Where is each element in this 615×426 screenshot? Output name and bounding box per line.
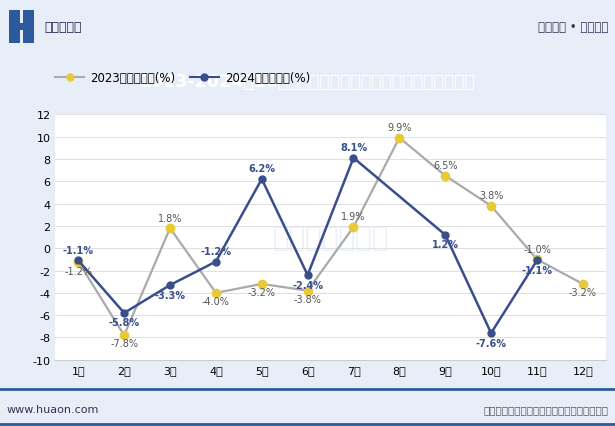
Text: 6.5%: 6.5% (433, 161, 458, 171)
Text: 1.2%: 1.2% (432, 240, 459, 250)
Text: -3.3%: -3.3% (154, 290, 186, 300)
Text: 8.1%: 8.1% (340, 143, 367, 153)
Text: 专业严谨 • 客观科学: 专业严谨 • 客观科学 (539, 21, 609, 34)
Bar (23, 11, 34, 44)
Text: -2.4%: -2.4% (292, 280, 323, 290)
Text: -1.1%: -1.1% (63, 245, 93, 255)
Text: -5.8%: -5.8% (109, 318, 140, 328)
Text: 6.2%: 6.2% (248, 164, 276, 174)
Text: -3.8%: -3.8% (294, 294, 322, 304)
Text: -7.6%: -7.6% (475, 338, 507, 348)
Text: -7.8%: -7.8% (110, 338, 138, 348)
Text: -1.1%: -1.1% (522, 265, 552, 275)
Text: 资料来源：国家统计局，华经产业研究院整理: 资料来源：国家统计局，华经产业研究院整理 (484, 404, 609, 414)
Text: 1.9%: 1.9% (341, 212, 366, 222)
Text: -4.0%: -4.0% (202, 296, 230, 307)
Text: -1.0%: -1.0% (523, 244, 551, 254)
Bar (9, 11, 20, 44)
Text: -3.2%: -3.2% (248, 288, 276, 298)
Text: -3.2%: -3.2% (569, 288, 597, 298)
Text: 3.8%: 3.8% (479, 191, 503, 201)
Text: -1.2%: -1.2% (65, 267, 92, 276)
Text: 华经产业研究院: 华经产业研究院 (272, 224, 389, 251)
Text: 9.9%: 9.9% (387, 123, 411, 133)
Text: www.huaon.com: www.huaon.com (6, 404, 98, 414)
Text: 华经情报网: 华经情报网 (44, 21, 82, 34)
Text: 1.8%: 1.8% (158, 213, 182, 223)
Text: 2023-2024年10月鸡蛋（普通鲜蛋）集贸市场价格环比增速: 2023-2024年10月鸡蛋（普通鲜蛋）集贸市场价格环比增速 (140, 73, 475, 91)
Bar (9, 24, 34, 31)
Legend: 2023年环比增长(%), 2024年环比增长(%): 2023年环比增长(%), 2024年环比增长(%) (50, 67, 315, 89)
Text: -1.2%: -1.2% (200, 247, 231, 256)
